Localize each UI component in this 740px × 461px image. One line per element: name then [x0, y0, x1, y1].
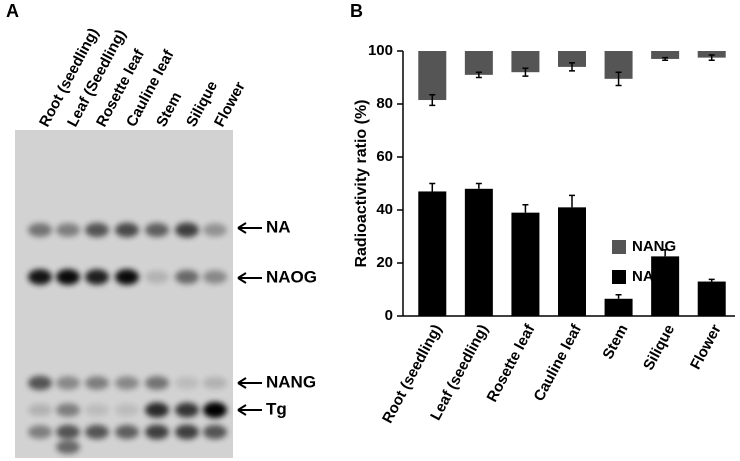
x-tick-label: Silique — [640, 322, 678, 373]
band-label: NAOG — [266, 267, 317, 286]
spot — [175, 402, 199, 418]
bar — [464, 51, 493, 75]
error-bar — [522, 67, 529, 77]
error-bar — [522, 203, 529, 213]
y-tick-label: 40 — [376, 201, 393, 218]
spot — [85, 376, 109, 390]
spot — [28, 223, 52, 237]
error-bar — [475, 182, 482, 189]
error-bar — [429, 93, 436, 107]
spot — [85, 403, 109, 417]
spot — [145, 424, 169, 440]
spot — [145, 376, 169, 390]
spot — [28, 403, 52, 417]
spot — [175, 376, 199, 390]
spot — [85, 424, 109, 440]
error-bar — [662, 249, 669, 257]
bar — [604, 298, 633, 316]
bar — [558, 207, 586, 316]
error-bar — [615, 71, 622, 87]
x-tick-label: Rosette leaf — [484, 321, 539, 405]
band-label: NANG — [266, 372, 316, 391]
y-tick-label: 80 — [376, 95, 393, 112]
spot — [115, 269, 139, 285]
spot — [115, 403, 139, 417]
x-tick-label: Cauline leaf — [530, 321, 585, 404]
spot — [175, 424, 199, 440]
error-bar — [429, 182, 436, 192]
lane-label: Stem — [153, 89, 185, 129]
y-tick-label: 20 — [376, 254, 393, 271]
spot — [203, 376, 227, 390]
bar — [418, 51, 447, 101]
y-tick-label: 100 — [368, 42, 393, 59]
x-tick-label: Flower — [687, 322, 725, 373]
autoradiograph — [15, 130, 233, 458]
spot — [56, 440, 80, 454]
error-bar — [569, 194, 575, 208]
error-bar — [475, 71, 482, 79]
spot — [56, 376, 80, 390]
error-bar — [569, 62, 575, 72]
panel-label: A — [6, 1, 19, 21]
spot — [56, 269, 80, 285]
spot — [28, 375, 52, 391]
legend-swatch — [612, 270, 626, 284]
spot — [56, 403, 80, 417]
spot — [145, 222, 169, 238]
gel-background — [15, 130, 233, 458]
spot — [203, 402, 227, 418]
legend-swatch — [612, 240, 626, 254]
bar — [464, 188, 493, 316]
panel-label: B — [350, 1, 363, 21]
spot — [203, 424, 227, 440]
error-bar — [662, 56, 669, 62]
spot — [85, 269, 109, 285]
spot — [203, 270, 227, 284]
spot — [28, 269, 52, 285]
y-tick-label: 60 — [376, 148, 393, 165]
spot — [145, 270, 169, 284]
spot — [145, 402, 169, 418]
legend-label: NAOG — [632, 268, 677, 285]
bar — [511, 51, 540, 73]
spot — [28, 425, 52, 439]
spot — [203, 223, 227, 237]
spot — [115, 424, 139, 440]
spot — [85, 222, 109, 238]
bar — [558, 51, 586, 67]
bar — [418, 191, 447, 316]
error-bar — [615, 294, 622, 299]
x-tick-label: Stem — [599, 322, 631, 362]
y-axis-label: Radioactivity ratio (%) — [353, 99, 370, 267]
bar — [651, 51, 680, 59]
arrow-head — [237, 222, 247, 234]
legend-label: NANG — [632, 238, 676, 255]
arrow-head — [237, 377, 247, 389]
bar — [511, 212, 540, 316]
arrow-head — [237, 404, 247, 416]
spot — [175, 270, 199, 284]
bar — [697, 281, 726, 316]
arrow-head — [237, 272, 247, 284]
band-label: NA — [266, 217, 291, 236]
y-tick-label: 0 — [385, 307, 393, 324]
spot — [56, 223, 80, 237]
error-bar — [708, 54, 715, 62]
spot — [175, 222, 199, 238]
spot — [115, 222, 139, 238]
band-label: Tg — [266, 399, 287, 418]
error-bar — [708, 278, 715, 282]
bar — [651, 256, 680, 316]
spot — [56, 424, 80, 440]
spot — [115, 376, 139, 390]
